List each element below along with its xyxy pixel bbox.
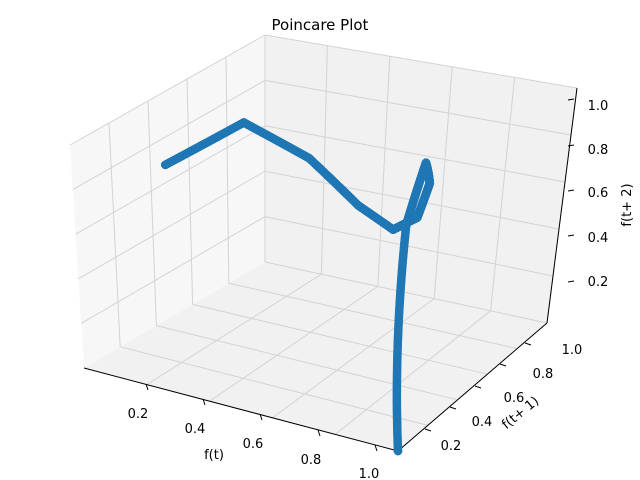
back-left-grid-line [69,34,266,146]
scatter-point [304,153,314,163]
floor-grid-line [209,285,379,402]
y-tick-label: 0.4 [472,415,493,430]
3d-axis-lines [83,87,578,452]
z-tick-label: 1.0 [588,99,609,114]
y-tick-mark [499,363,507,367]
y-tick-mark [524,342,532,346]
x-tick-label: 1.0 [359,467,380,480]
z-tick-label: 0.2 [588,275,609,290]
x-axis-ticks: 0.2 0.4 0.6 0.8 1.0 [128,383,380,480]
scatter-points [160,118,435,456]
back-left-grid-line [108,122,121,347]
back-left-grid-line [186,78,194,305]
scatter-point [353,200,363,210]
y-tick-label: 1.0 [562,343,583,358]
back-right-grid-line [433,66,453,299]
z-tick-mark [567,98,575,101]
z-axis-ticks: 0.2 0.4 0.6 0.8 1.0 [567,98,609,290]
scatter-point [401,220,411,230]
scatter-point [412,213,422,222]
z-axis-line [546,87,578,324]
z-tick-label: 0.4 [588,231,609,246]
x-tick-mark [374,444,378,452]
scatter-point [388,225,398,234]
back-right-grid-line [264,216,554,277]
back-right-grid-line [264,125,566,183]
back-right-grid-line [320,45,328,275]
z-tick-label: 0.8 [588,143,609,158]
z-axis-label: f(t+ 2) [620,183,635,226]
scatter-point [421,158,431,168]
floor-grid-line [120,346,428,426]
chart-title: Poincare Plot [272,16,369,34]
x-axis-label: f(t) [204,448,224,463]
y-tick-mark [424,428,432,432]
back-left-grid-line [78,170,266,280]
z-tick-mark [567,280,575,283]
back-right-grid-line [264,34,578,89]
x-tick-mark [317,429,321,437]
y-tick-label: 0.2 [441,439,462,454]
back-left-pane [70,35,265,368]
back-right-grid-line [490,77,516,311]
back-left-grid-line [75,125,266,235]
back-left-grid-line [147,100,157,326]
y-axis-line [397,322,548,452]
3d-grid-lines [69,34,578,452]
floor-grid-line [146,273,322,386]
scatter-point [239,118,249,127]
y-tick-label: 0.8 [533,367,554,382]
back-right-grid-line [264,79,572,136]
floor-grid-line [264,261,548,324]
z-tick-mark [567,189,575,192]
floor-grid-line [272,298,435,419]
y-tick-mark [474,385,482,389]
back-left-grid-line [225,56,230,284]
floor-pane [84,262,547,451]
back-left-grid-line [72,79,266,191]
y-axis-ticks: 0.2 0.4 0.6 0.8 1.0 [424,342,583,454]
back-right-grid-line [377,56,391,287]
scatter-point [160,160,170,170]
floor-grid-line [228,282,518,350]
scatter-point [425,178,435,188]
back-left-grid-line [80,216,266,324]
floor-grid-line [334,310,491,435]
x-tick-mark [145,383,149,391]
x-tick-mark [259,413,263,421]
x-tick-label: 0.8 [301,453,322,468]
z-tick-mark [567,234,575,237]
x-tick-label: 0.6 [243,437,264,452]
floor-grid-line [192,303,488,375]
z-tick-label: 0.6 [588,186,609,201]
floor-grid-line [156,325,458,401]
y-tick-mark [449,406,457,410]
y-tick-label: 0.6 [504,391,525,406]
x-axis-line [83,367,399,452]
x-tick-mark [202,398,206,406]
x-tick-label: 0.2 [128,407,149,422]
z-tick-mark [567,144,575,147]
scatter-point [393,446,403,456]
x-tick-label: 0.4 [185,422,206,437]
